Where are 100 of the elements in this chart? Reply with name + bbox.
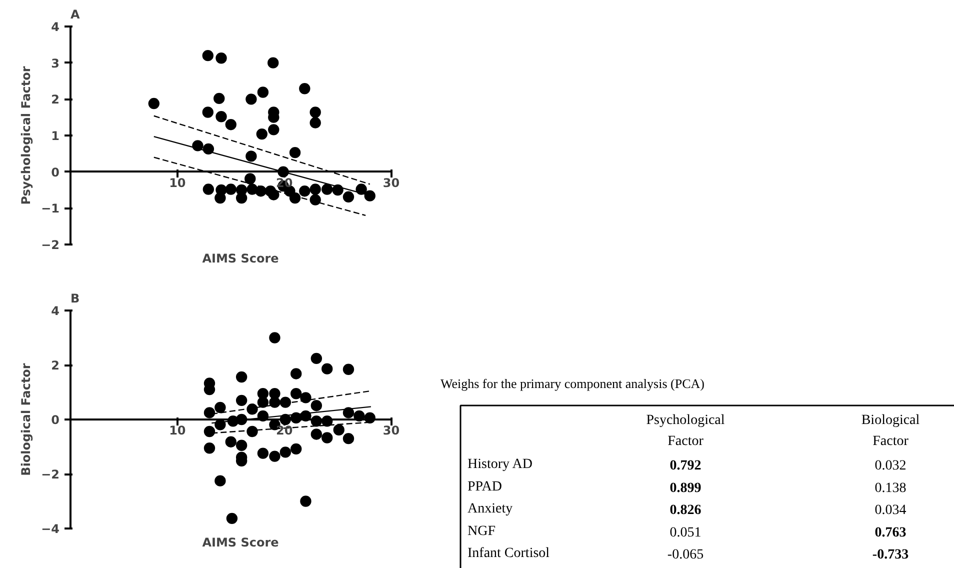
data-label: 0.763 bbox=[874, 525, 906, 540]
point bbox=[246, 404, 258, 415]
point bbox=[204, 442, 216, 454]
point bbox=[342, 407, 354, 418]
point bbox=[310, 117, 321, 128]
point bbox=[246, 150, 257, 162]
point bbox=[192, 140, 204, 152]
point bbox=[202, 106, 214, 118]
x-tick-label: 10 bbox=[169, 176, 186, 190]
category-label: Infant Cortisol bbox=[468, 546, 550, 562]
x-tick-label: 10 bbox=[169, 424, 186, 438]
point bbox=[204, 407, 216, 418]
point bbox=[246, 426, 258, 438]
point bbox=[289, 192, 301, 204]
point bbox=[322, 184, 333, 195]
point bbox=[299, 186, 310, 197]
category-label: NGF bbox=[468, 524, 496, 539]
y-axis-title: Psychological Factor bbox=[19, 66, 34, 205]
y-tick-label: 0 bbox=[51, 413, 60, 427]
point bbox=[310, 428, 322, 440]
point bbox=[244, 173, 256, 184]
point bbox=[290, 443, 302, 455]
y-tick-label: 3 bbox=[51, 56, 60, 70]
point bbox=[280, 446, 292, 458]
x-axis-title: AIMS Score bbox=[202, 536, 279, 550]
point bbox=[256, 128, 268, 140]
data-label: 0.034 bbox=[874, 503, 906, 518]
point bbox=[364, 190, 376, 202]
point bbox=[255, 186, 266, 197]
point bbox=[202, 50, 214, 62]
point bbox=[269, 332, 280, 344]
series-label: Psychological Factor bbox=[646, 413, 725, 449]
point bbox=[202, 184, 214, 195]
point bbox=[342, 432, 354, 444]
point bbox=[246, 94, 257, 105]
point bbox=[310, 184, 321, 195]
y-tick-label: −2 bbox=[41, 468, 60, 482]
point bbox=[289, 146, 301, 158]
y-axis-title: Biological Factor bbox=[19, 363, 34, 476]
point bbox=[269, 388, 280, 400]
chart-title: B bbox=[70, 292, 80, 306]
point bbox=[204, 426, 216, 438]
point bbox=[342, 364, 354, 375]
point bbox=[236, 371, 248, 383]
data-label: 0.899 bbox=[670, 480, 702, 496]
point bbox=[268, 57, 279, 68]
point bbox=[225, 119, 236, 130]
point bbox=[300, 392, 312, 404]
point bbox=[290, 368, 302, 380]
point bbox=[257, 396, 269, 408]
point bbox=[322, 363, 333, 374]
point bbox=[332, 184, 344, 196]
y-tick-label: 2 bbox=[51, 92, 60, 107]
point bbox=[257, 86, 269, 98]
point bbox=[225, 184, 236, 195]
data-label: 0.138 bbox=[874, 480, 906, 496]
data-label: 0.051 bbox=[670, 525, 702, 540]
data-label: -0.733 bbox=[872, 548, 909, 563]
point bbox=[322, 432, 333, 444]
point bbox=[236, 394, 248, 406]
y-tick-label: −2 bbox=[41, 238, 60, 252]
point bbox=[257, 388, 269, 400]
data-label: -0.065 bbox=[667, 548, 704, 563]
point bbox=[148, 98, 160, 110]
point bbox=[214, 92, 225, 104]
data-label: 0.792 bbox=[670, 458, 702, 474]
y-tick-label: 1 bbox=[51, 129, 60, 143]
category-label: History AD bbox=[468, 457, 532, 472]
y-tick-label: 4 bbox=[51, 304, 60, 318]
point bbox=[342, 191, 354, 202]
chart-title: A bbox=[70, 8, 80, 22]
category-label: Anxiety bbox=[468, 502, 513, 517]
y-tick-label: −4 bbox=[41, 522, 60, 536]
y-tick-label: 4 bbox=[51, 20, 60, 34]
x-tick-label: 30 bbox=[382, 176, 400, 190]
point bbox=[310, 106, 321, 118]
point bbox=[268, 189, 280, 200]
point bbox=[269, 396, 280, 408]
data-label: 0.826 bbox=[670, 503, 702, 518]
text: Biological Factor bbox=[861, 413, 920, 449]
point bbox=[216, 111, 227, 122]
point bbox=[356, 184, 367, 195]
point bbox=[214, 192, 226, 204]
point bbox=[214, 475, 226, 486]
point bbox=[257, 448, 269, 459]
point bbox=[300, 496, 312, 507]
y-tick-label: 2 bbox=[51, 358, 60, 372]
point bbox=[226, 512, 238, 524]
y-tick-label: −1 bbox=[41, 202, 60, 216]
text: Weighs for the primary component analysis (PCA) bbox=[440, 376, 704, 391]
data-label: 0.032 bbox=[874, 458, 906, 474]
point bbox=[310, 352, 322, 364]
y-tick-label: 0 bbox=[51, 165, 60, 180]
point bbox=[299, 83, 310, 94]
point bbox=[214, 402, 226, 414]
point bbox=[269, 450, 280, 462]
point bbox=[236, 440, 248, 451]
point bbox=[202, 143, 214, 155]
point bbox=[280, 396, 292, 408]
point bbox=[333, 424, 344, 436]
